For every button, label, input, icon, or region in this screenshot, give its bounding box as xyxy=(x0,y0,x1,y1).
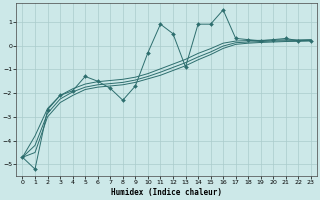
X-axis label: Humidex (Indice chaleur): Humidex (Indice chaleur) xyxy=(111,188,222,197)
